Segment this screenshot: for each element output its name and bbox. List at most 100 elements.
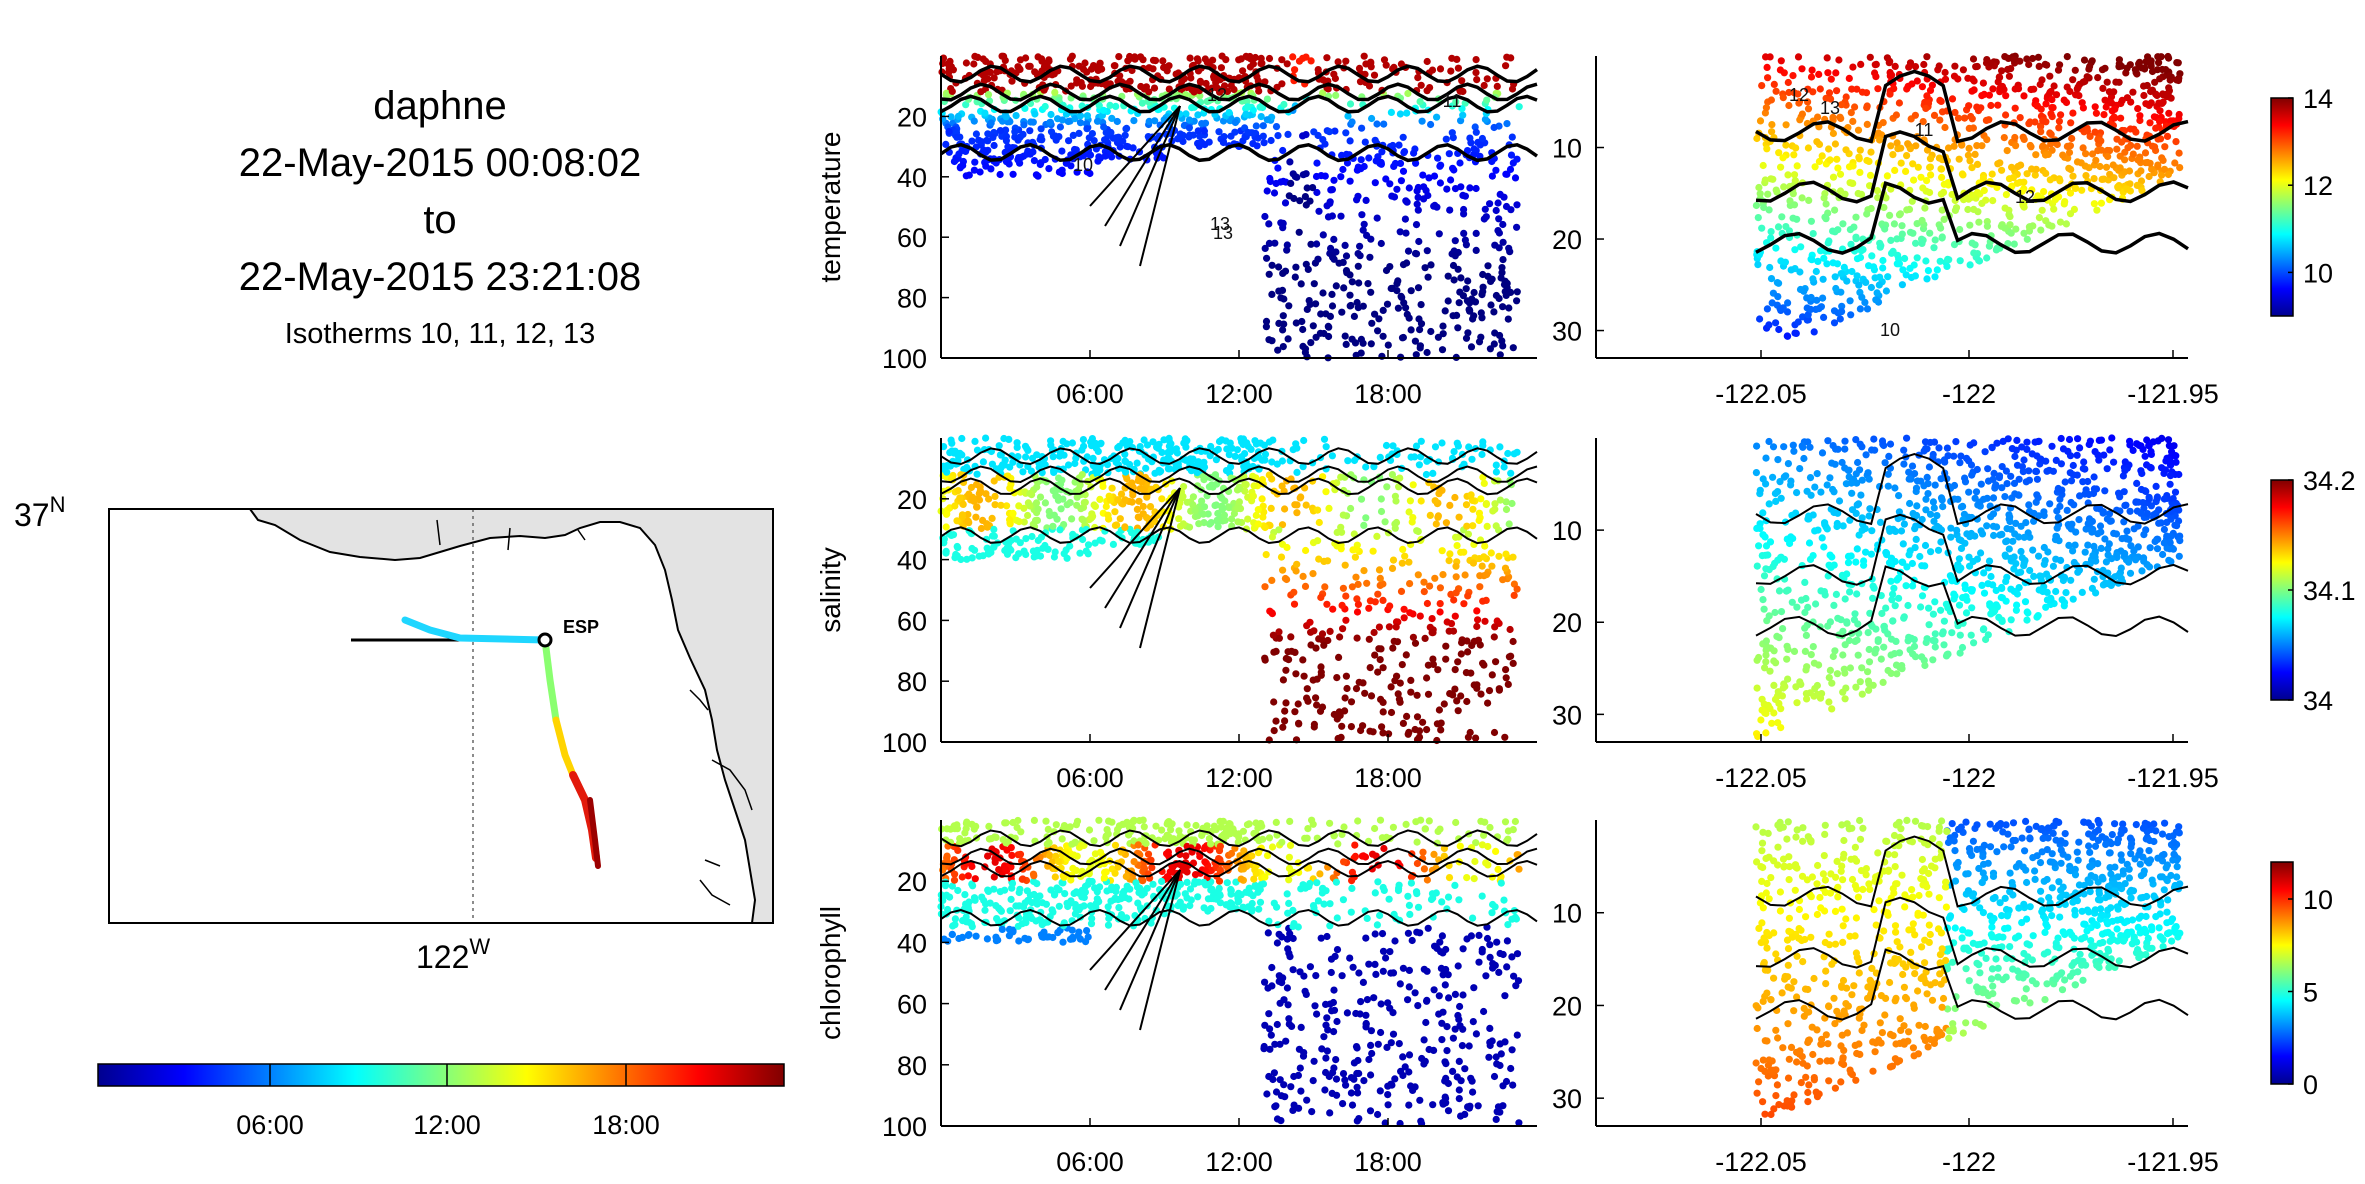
sample-point [1312,333,1320,341]
sample-point [1335,653,1343,662]
sample-point [1813,470,1821,478]
sample-point [2118,138,2126,146]
sample-point [2001,224,2009,232]
sample-point [2002,111,2010,119]
sample-point [2006,213,2014,221]
sample-point [1931,598,1939,606]
sample-point [1935,62,1943,70]
sample-point [981,109,989,117]
sample-point [1492,166,1500,174]
sample-point [1958,643,1967,652]
sample-point [1767,275,1776,283]
sample-point [1317,310,1325,318]
sample-point [2063,506,2071,514]
depth-tick-label: 80 [897,667,927,697]
sample-point [2125,558,2133,566]
sample-point [1361,138,1369,146]
sample-point [1853,545,1861,553]
sample-point [1789,72,1797,80]
sample-point [1495,552,1503,560]
sample-point [1013,443,1021,451]
sample-point [1462,334,1471,342]
sample-point [2025,60,2033,69]
sample-point [1045,56,1053,64]
sample-point [1338,151,1346,159]
sample-point [1076,112,1085,120]
sample-point [1803,663,1811,671]
sample-point [1810,328,1818,336]
degree-superscript-lon: W [469,934,490,959]
sample-point [943,510,951,518]
sample-point [2138,469,2146,478]
sample-point [1289,53,1297,61]
sample-point [962,101,970,109]
sample-point [2014,85,2023,93]
sample-point [2172,138,2180,146]
sample-point [1893,235,1901,243]
sample-point [1016,56,1025,64]
sample-point [1990,608,1998,616]
sample-point [1393,185,1401,193]
sample-point [1415,315,1423,323]
sample-point [1039,544,1047,552]
sample-point [2063,142,2071,150]
sample-point [1831,460,1839,468]
sample-point [1998,584,2006,593]
sample-point [1858,664,1866,672]
sample-point [1459,292,1467,300]
sample-point [2055,117,2063,125]
sample-point [1033,483,1041,491]
sample-point [1806,555,1815,564]
sample-point [1287,633,1295,641]
sample-point [2175,110,2183,119]
sample-point [2091,103,2099,111]
sample-point [1112,102,1120,110]
sample-point [1935,444,1943,452]
sample-point [2060,602,2068,610]
sample-point [1420,195,1428,203]
sample-point [954,487,962,495]
sample-point [1772,659,1780,667]
sample-point [2074,568,2082,576]
sample-point [1073,501,1081,509]
sample-point [1937,224,1945,232]
sample-point [2123,185,2131,193]
sample-point [1496,351,1504,359]
sample-point [2165,72,2174,80]
sample-point [1451,237,1459,245]
sample-point [1807,73,1816,81]
sample-point [1988,170,1996,178]
sample-point [1037,125,1045,133]
sample-point [2176,537,2184,545]
sample-point [1923,53,1931,61]
sample-point [1030,157,1038,165]
sample-point [1389,644,1397,652]
sample-point [1257,113,1265,121]
sample-point [1482,500,1490,508]
sample-point [2085,490,2093,499]
sample-point [1470,312,1478,320]
sample-point [1263,116,1271,124]
sample-point [2027,85,2035,94]
sample-point [1776,305,1784,313]
sample-point [1023,444,1031,453]
sample-point [1923,473,1931,481]
sample-point [1502,674,1510,682]
sample-point [1854,458,1862,467]
sample-point [1463,697,1471,706]
sample-point [1754,261,1762,269]
sample-point [1936,96,1944,104]
sample-point [1876,518,1885,527]
sample-point [1386,180,1394,188]
sample-point [1805,539,1814,547]
sample-point [951,502,959,510]
sample-point [1817,587,1825,595]
sample-point [1265,270,1273,278]
sample-point [2140,91,2148,100]
sample-point [1898,558,1906,566]
sample-point [1886,440,1895,448]
sample-point [1388,564,1397,573]
sample-point [1442,655,1450,663]
sample-point [1402,651,1410,659]
sample-point [1499,303,1507,311]
